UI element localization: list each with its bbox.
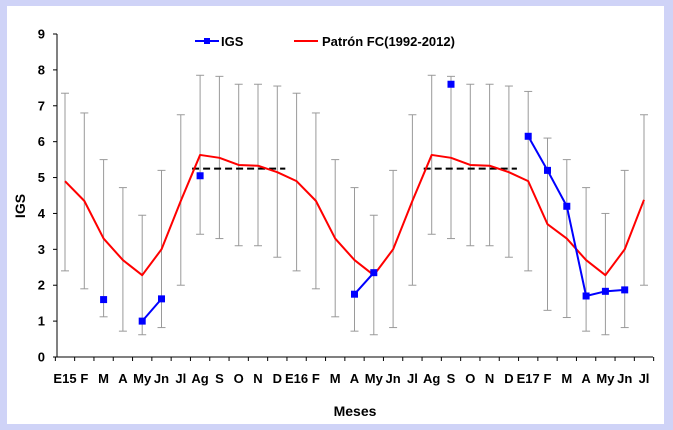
y-tick-label: 6 (38, 134, 45, 149)
x-tick-label: Jn (386, 371, 401, 386)
y-tick-label: 4 (38, 206, 46, 221)
igs-line (527, 135, 625, 297)
x-tick-label: Ag (423, 371, 440, 386)
x-ticks: E15 F M A My Jn Jl Ag S O N D E16 F M A My Jn Jl Ag S O N D E17 F… (53, 357, 655, 386)
x-tick-label: S (447, 371, 456, 386)
igs-point (158, 295, 165, 303)
x-tick-label: A (350, 371, 360, 386)
y-tick-label: 1 (38, 314, 45, 329)
igs-point (582, 292, 590, 300)
x-tick-label: A (581, 371, 591, 386)
x-tick-label: Jn (154, 371, 169, 386)
x-tick-label: M (330, 371, 341, 386)
x-tick-label: D (273, 371, 282, 386)
legend-label-igs: IGS (221, 34, 244, 49)
x-tick-label: Jn (617, 371, 632, 386)
igs-point (100, 296, 108, 304)
y-tick-label: 2 (38, 278, 45, 293)
markers (100, 80, 629, 325)
x-tick-label: O (465, 371, 475, 386)
x-tick-label: F (312, 371, 320, 386)
x-tick-label: N (253, 371, 262, 386)
x-tick-label: Jl (407, 371, 418, 386)
axes (56, 34, 653, 358)
igs-point (196, 172, 204, 180)
x-tick-label: My (365, 371, 384, 386)
series-lines (64, 135, 645, 322)
x-tick-label: F (544, 371, 552, 386)
igs-point (601, 287, 609, 295)
igs-point (351, 290, 358, 298)
igs-point (621, 286, 629, 294)
igs-point (138, 317, 146, 325)
igs-line (141, 298, 163, 322)
igs-point (524, 132, 532, 140)
x-tick-label: M (98, 371, 109, 386)
x-tick-label: My (596, 371, 615, 386)
x-tick-label: Jl (639, 371, 650, 386)
x-tick-label: D (504, 371, 513, 386)
igs-point (370, 269, 378, 277)
y-tick-label: 3 (38, 242, 45, 257)
x-tick-label: Jl (175, 371, 186, 386)
y-ticks: 0 1 2 3 4 5 6 7 8 9 (38, 27, 57, 365)
x-tick-label: S (215, 371, 224, 386)
x-axis-title: Meses (334, 403, 377, 419)
y-tick-label: 7 (38, 98, 45, 113)
patron-line (64, 153, 645, 277)
legend: IGS Patrón FC(1992-2012) (195, 34, 455, 49)
igs-point (563, 202, 571, 210)
y-axis-title: IGS (12, 194, 28, 218)
x-tick-label: E16 (285, 371, 308, 386)
x-tick-label: Ag (191, 371, 208, 386)
y-tick-label: 0 (38, 350, 45, 365)
x-tick-label: O (234, 371, 244, 386)
x-tick-label: E15 (53, 371, 76, 386)
x-tick-label: M (561, 371, 572, 386)
x-tick-label: F (80, 371, 88, 386)
x-tick-label: N (485, 371, 494, 386)
y-tick-label: 5 (38, 170, 45, 185)
igs-line (353, 271, 375, 295)
y-tick-label: 8 (38, 62, 45, 77)
x-tick-label: A (118, 371, 128, 386)
igs-point (544, 166, 551, 174)
igs-point (447, 80, 455, 88)
x-tick-label: My (133, 371, 152, 386)
x-tick-label: E17 (517, 371, 540, 386)
y-tick-label: 9 (38, 27, 45, 42)
legend-marker-igs (204, 38, 210, 44)
legend-label-patron: Patrón FC(1992-2012) (322, 34, 455, 49)
